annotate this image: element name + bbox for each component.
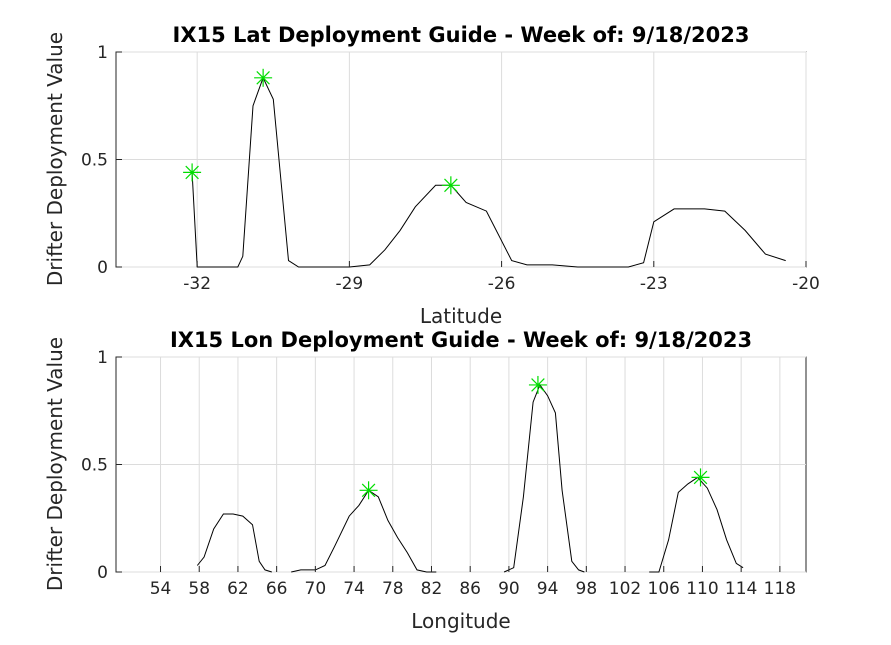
lat-y-axis-label: Drifter Deployment Value <box>43 32 67 286</box>
lon-series-line-1 <box>196 513 272 573</box>
lon-ticks: 54 58 62 66 70 74 78 82 86 90 94 98 102 106 110 114 118 0… <box>81 348 796 599</box>
lon-x-tick-label: 70 <box>305 579 327 599</box>
lon-x-tick-label: 102 <box>609 579 641 599</box>
lon-y-axis-label: Drifter Deployment Value <box>43 337 67 591</box>
lon-x-tick-label: 54 <box>150 579 172 599</box>
lon-x-tick-label: 82 <box>421 579 443 599</box>
lon-x-tick-label: 114 <box>725 579 757 599</box>
lon-y-tick-label: 0 <box>97 563 108 583</box>
lat-markers <box>183 68 460 195</box>
lon-x-tick-label: 118 <box>764 579 796 599</box>
lat-chart: -32 -29 -26 -23 -20 0 0.5 1 IX15 Lat Deployment… <box>43 23 820 328</box>
lon-x-tick-label: 106 <box>648 579 680 599</box>
lon-peak-marker <box>528 375 547 394</box>
lat-y-tick-label: 0.5 <box>81 151 108 171</box>
lat-x-tick-label: -26 <box>488 274 516 294</box>
lat-peak-marker <box>183 163 202 182</box>
lon-x-tick-label: 78 <box>382 579 404 599</box>
lon-peak-marker <box>359 481 378 500</box>
lat-chart-title: IX15 Lat Deployment Guide - Week of: 9/1… <box>173 23 750 47</box>
lon-y-tick-label: 0.5 <box>81 456 108 476</box>
lon-peak-marker <box>691 468 710 487</box>
lon-chart: 54 58 62 66 70 74 78 82 86 90 94 98 102 106 110 114 118 0… <box>43 328 807 633</box>
lat-ticks: -32 -29 -26 -23 -20 0 0.5 1 <box>81 43 820 294</box>
lat-x-tick-label: -32 <box>183 274 211 294</box>
lat-gridlines <box>116 51 807 268</box>
lon-x-tick-label: 62 <box>227 579 249 599</box>
lat-y-tick-label: 0 <box>97 258 108 278</box>
lon-y-tick-label: 1 <box>97 348 108 368</box>
lon-x-tick-label: 90 <box>498 579 520 599</box>
lat-peak-marker <box>254 68 273 87</box>
lon-gridlines <box>116 356 806 573</box>
lat-x-tick-label: -29 <box>335 274 363 294</box>
lon-series-line-3 <box>503 383 585 573</box>
lon-x-axis-label: Longitude <box>411 609 510 633</box>
lon-x-tick-label: 58 <box>188 579 210 599</box>
lon-x-tick-label: 110 <box>686 579 718 599</box>
lat-y-tick-label: 1 <box>97 43 108 63</box>
lat-x-axis-label: Latitude <box>420 304 502 328</box>
lon-x-tick-label: 94 <box>537 579 559 599</box>
lon-x-tick-label: 74 <box>343 579 365 599</box>
lon-markers <box>359 375 710 500</box>
lon-x-tick-label: 86 <box>459 579 481 599</box>
lat-peak-marker <box>441 176 460 195</box>
lon-x-tick-label: 66 <box>266 579 288 599</box>
lat-x-tick-label: -20 <box>792 274 820 294</box>
lat-x-tick-label: -23 <box>640 274 668 294</box>
lon-chart-title: IX15 Lon Deployment Guide - Week of: 9/1… <box>170 328 752 352</box>
lon-x-tick-label: 98 <box>576 579 598 599</box>
